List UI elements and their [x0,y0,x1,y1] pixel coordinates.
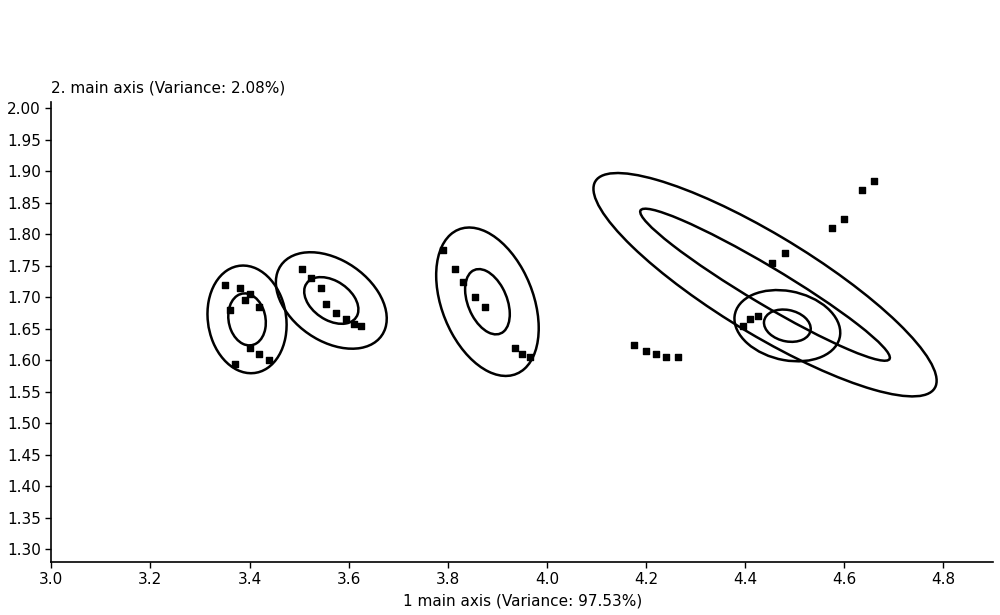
Point [735,321,751,331]
Point [467,292,483,302]
Point [750,311,766,321]
Point [242,289,258,299]
Point [507,343,523,352]
Point [742,314,758,324]
Point [866,176,882,186]
Point [658,352,674,362]
Point [477,302,493,312]
X-axis label: 1 main axis (Variance: 97.53%): 1 main axis (Variance: 97.53%) [403,593,642,608]
Text: 2. main axis (Variance: 2.08%): 2. main axis (Variance: 2.08%) [51,81,285,96]
Point [824,223,840,233]
Point [670,352,686,362]
Point [328,308,344,318]
Point [338,314,354,324]
Point [251,302,267,312]
Point [303,274,319,284]
Point [217,280,233,290]
Point [222,305,238,315]
Point [648,349,664,359]
Point [251,349,267,359]
Point [522,352,538,362]
Point [232,283,248,293]
Point [435,245,451,255]
Point [313,283,329,293]
Point [514,349,530,359]
Point [242,343,258,352]
Point [638,346,654,356]
Point [836,213,852,223]
Point [777,248,793,258]
Point [764,258,780,268]
Point [261,355,277,365]
Point [318,299,334,309]
Point [227,359,243,368]
Point [455,277,471,287]
Point [346,319,362,328]
Point [854,185,870,195]
Point [237,296,253,306]
Point [294,264,310,274]
Point [447,264,463,274]
Point [353,321,369,331]
Point [626,339,642,349]
